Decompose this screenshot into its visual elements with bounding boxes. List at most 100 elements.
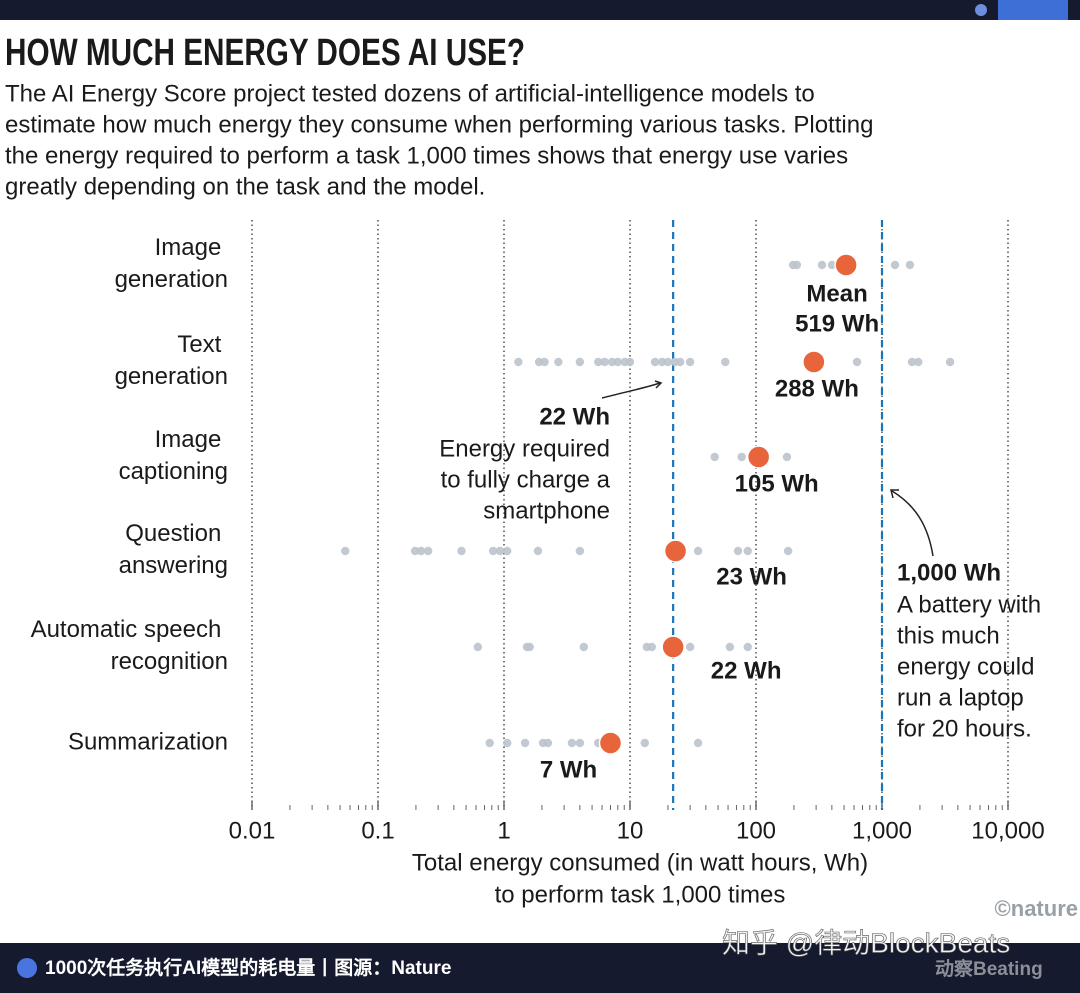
model-point: [782, 452, 792, 462]
mean-point: [598, 731, 623, 755]
model-point: [613, 357, 622, 367]
reference-note: to fully charge a: [441, 466, 611, 493]
subtitle: greatly depending on the task and the mo…: [5, 173, 485, 200]
reference-value: 22 Wh: [539, 403, 610, 430]
arrow-head: [654, 380, 663, 389]
reference-note: this much: [897, 622, 1000, 649]
reference-note: for 20 hours.: [897, 715, 1032, 742]
model-point: [525, 642, 534, 652]
top-bar: [0, 0, 1080, 20]
x-tick-label: 10,000: [971, 817, 1044, 844]
model-point: [693, 738, 703, 748]
model-point: [890, 260, 900, 270]
model-point: [540, 357, 549, 367]
category-line: Automatic speech: [31, 616, 228, 643]
top-tab: [998, 0, 1068, 20]
model-point: [907, 357, 917, 367]
model-point: [827, 260, 837, 270]
model-point: [743, 546, 752, 556]
footer-bar: [0, 943, 1080, 993]
credit: ©nature: [995, 896, 1078, 921]
model-point: [657, 357, 667, 367]
reference-note: smartphone: [483, 497, 610, 524]
mean-point: [663, 539, 688, 563]
top-dot: [975, 4, 987, 16]
mean-point: [746, 445, 771, 469]
category-line: Text: [177, 331, 228, 358]
category-label: Summarization: [68, 728, 228, 755]
model-point: [554, 357, 563, 367]
footer-dot: [17, 958, 37, 978]
mean-label: 7 Wh: [540, 756, 597, 783]
model-point: [905, 260, 915, 270]
model-point: [693, 546, 703, 556]
model-point: [600, 357, 609, 367]
arrow-head: [890, 489, 899, 499]
model-point: [457, 546, 466, 556]
model-point: [640, 738, 649, 748]
model-point: [543, 738, 553, 748]
category-line: captioning: [119, 458, 228, 485]
mean-point: [834, 253, 858, 277]
model-point: [594, 357, 603, 367]
model-point: [783, 546, 793, 556]
mean-label: 519 Wh: [795, 310, 879, 337]
model-point: [502, 738, 512, 748]
mean-point: [802, 350, 826, 374]
category-line: Image: [155, 234, 228, 261]
category-line: generation: [115, 266, 228, 293]
reference-note: energy could: [897, 653, 1034, 680]
x-axis-title: Total energy consumed (in watt hours, Wh…: [412, 849, 868, 876]
x-axis-title: to perform task 1,000 times: [495, 881, 786, 908]
model-point: [945, 357, 955, 367]
reference-value: 1,000 Wh: [897, 559, 1001, 586]
model-point: [817, 260, 827, 270]
footer-caption: 1000次任务执行AI模型的耗电量丨图源：Nature: [45, 956, 451, 979]
model-point: [733, 546, 743, 556]
x-tick-label: 1: [497, 817, 510, 844]
x-tick-label: 0.1: [361, 817, 394, 844]
model-point: [650, 357, 660, 367]
watermark: 知乎 @律动BlockBeats: [722, 927, 1010, 958]
mean-point: [661, 635, 685, 659]
model-point: [607, 357, 617, 367]
category-line: answering: [119, 552, 228, 579]
leader-arrow: [601, 382, 661, 399]
model-point: [416, 546, 426, 556]
x-tick-label: 1,000: [852, 817, 912, 844]
model-point: [575, 546, 585, 556]
reference-note: A battery with: [897, 591, 1041, 618]
model-point: [533, 546, 543, 556]
mean-note: Mean: [806, 280, 867, 307]
model-point: [520, 738, 530, 748]
mean-label: 22 Wh: [711, 657, 782, 684]
model-point: [721, 357, 730, 367]
leader-arrow: [891, 490, 934, 557]
reference-note: run a laptop: [897, 684, 1024, 711]
model-point: [737, 452, 746, 462]
category-label: Automatic speech recognition: [31, 616, 228, 675]
model-point: [488, 546, 498, 556]
mean-label: 105 Wh: [735, 470, 819, 497]
model-point: [663, 357, 673, 367]
model-point: [410, 546, 420, 556]
subtitle: The AI Energy Score project tested dozen…: [5, 80, 815, 107]
category-label: Image generation: [115, 234, 228, 293]
model-point: [485, 738, 494, 748]
reference-note: Energy required: [439, 435, 610, 462]
model-point: [579, 642, 589, 652]
model-point: [792, 260, 802, 270]
model-point: [423, 546, 433, 556]
subtitle: estimate how much energy they consume wh…: [5, 111, 873, 138]
model-point: [685, 642, 695, 652]
category-line: generation: [115, 363, 228, 390]
x-tick-label: 0.01: [229, 817, 276, 844]
model-point: [743, 642, 752, 652]
category-label: Image captioning: [119, 426, 228, 485]
subtitle: the energy required to perform a task 1,…: [5, 142, 848, 169]
category-label: Question answering: [119, 520, 228, 579]
mean-label: 23 Wh: [716, 563, 787, 590]
brand: 动察Beating: [935, 957, 1043, 980]
